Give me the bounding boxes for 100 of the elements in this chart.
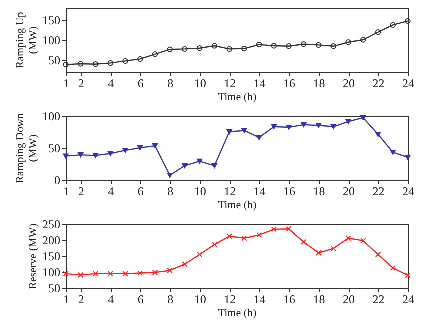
- point: [346, 236, 352, 242]
- point: [152, 270, 158, 276]
- point: [167, 172, 173, 178]
- point: [242, 128, 248, 134]
- point: [182, 46, 188, 52]
- point: [330, 246, 336, 252]
- x-axis-title: Time (h): [218, 308, 258, 320]
- x-tick-label: 24: [402, 76, 414, 90]
- x-tick-label: 22: [372, 292, 385, 306]
- x-tick-label: 8: [168, 292, 174, 306]
- point: [301, 42, 307, 48]
- x-tick-label: 1: [64, 76, 70, 90]
- x-tick-label: 6: [138, 76, 144, 90]
- y-tick-label: 100: [42, 34, 60, 48]
- x-tick-label: 20: [343, 76, 356, 90]
- point: [138, 56, 144, 62]
- point: [316, 250, 322, 256]
- y-axis-title: Reserve (MW): [28, 223, 40, 290]
- x-tick-label: 10: [194, 184, 206, 198]
- point: [122, 58, 128, 64]
- y-axis-title: Ramping Up (MW): [14, 12, 40, 69]
- point: [196, 252, 203, 258]
- point: [301, 239, 307, 246]
- point: [301, 122, 307, 128]
- x-axis-title: Time (h): [218, 200, 258, 212]
- x-tick-label: 2: [78, 76, 84, 90]
- x-tick-label: 24: [402, 184, 414, 198]
- x-tick-label: 18: [313, 76, 326, 90]
- point: [390, 265, 396, 272]
- x-tick-label: 14: [254, 292, 266, 306]
- x-tick-label: 14: [254, 184, 266, 198]
- x-tick-label: 22: [372, 76, 385, 90]
- y-tick-label: 200: [42, 234, 60, 248]
- point: [226, 129, 232, 135]
- point: [78, 61, 84, 67]
- x-tick-label: 22: [372, 184, 385, 198]
- x-tick-label: 16: [284, 76, 296, 90]
- point: [271, 43, 278, 49]
- point: [78, 272, 84, 278]
- point: [360, 37, 366, 43]
- point: [271, 226, 278, 232]
- x-tick-label: 10: [194, 292, 206, 306]
- point: [390, 22, 396, 28]
- x-tick-label: 16: [284, 292, 296, 306]
- point: [108, 151, 114, 156]
- point: [212, 242, 218, 248]
- point: [212, 43, 218, 49]
- point: [196, 46, 203, 52]
- point: [316, 123, 322, 128]
- point: [63, 271, 69, 277]
- x-tick-label: 12: [224, 184, 236, 198]
- point: [226, 234, 232, 240]
- point: [78, 152, 84, 158]
- x-tick-label: 18: [313, 184, 326, 198]
- point: [92, 271, 99, 277]
- x-tick-label: 2: [78, 184, 84, 198]
- point: [182, 163, 188, 168]
- point: [122, 148, 128, 154]
- point: [242, 236, 248, 242]
- y-tick-label: 250: [42, 218, 60, 232]
- point: [108, 60, 114, 66]
- point: [242, 46, 248, 52]
- point: [375, 30, 382, 36]
- x-tick-label: 1: [64, 184, 70, 198]
- point: [330, 44, 336, 50]
- point: [360, 238, 366, 244]
- point: [196, 158, 203, 164]
- point: [122, 271, 128, 277]
- x-tick-label: 4: [108, 184, 114, 198]
- point: [286, 44, 292, 50]
- y-tick-label: 150: [42, 14, 60, 28]
- y-tick-label: 150: [42, 250, 60, 264]
- point: [330, 124, 336, 130]
- point: [286, 226, 292, 232]
- point: [316, 42, 322, 48]
- point: [92, 153, 99, 158]
- x-tick-label: 6: [138, 292, 144, 306]
- y-tick-label: 100: [42, 110, 60, 124]
- point: [92, 62, 99, 68]
- x-tick-label: 18: [313, 292, 326, 306]
- x-tick-label: 6: [138, 184, 144, 198]
- point: [182, 261, 188, 268]
- x-tick-label: 14: [254, 76, 266, 90]
- y-tick-label: 50: [48, 282, 60, 296]
- point: [167, 46, 173, 52]
- point: [138, 270, 144, 276]
- x-tick-label: 10: [194, 76, 206, 90]
- x-tick-label: 24: [402, 292, 414, 306]
- x-tick-label: 4: [108, 76, 114, 90]
- point: [226, 46, 232, 52]
- point: [390, 150, 396, 156]
- point: [256, 42, 262, 48]
- point: [152, 52, 158, 58]
- point: [108, 271, 114, 277]
- y-tick-label: 100: [42, 266, 60, 280]
- y-tick-label: 50: [48, 142, 60, 156]
- point: [167, 268, 173, 274]
- point: [375, 132, 382, 138]
- point: [212, 163, 218, 168]
- x-tick-label: 8: [168, 76, 174, 90]
